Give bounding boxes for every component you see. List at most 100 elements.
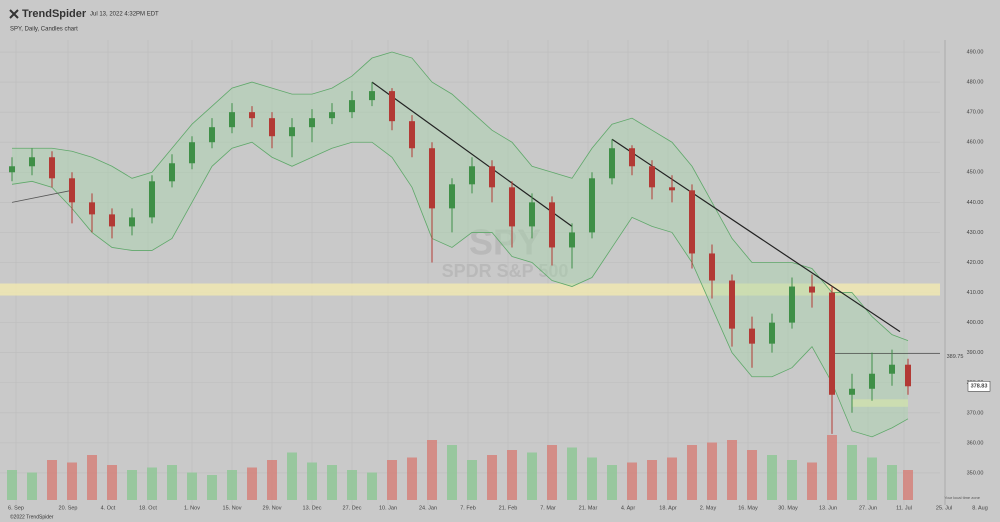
- candle-body: [869, 373, 875, 389]
- volume-bar: [247, 467, 257, 500]
- volume-bar: [467, 460, 477, 500]
- candle-body: [229, 112, 235, 128]
- x-tick-label: 8. Aug: [972, 505, 988, 511]
- y-tick-label: 360.00: [967, 440, 984, 446]
- candle-body: [329, 112, 335, 119]
- x-tick-label: 24. Jan: [419, 505, 437, 511]
- volume-bar: [847, 445, 857, 500]
- volume-bar: [827, 435, 837, 500]
- candle-body: [509, 187, 515, 227]
- candle-body: [409, 121, 415, 149]
- y-tick-label: 400.00: [967, 320, 984, 326]
- volume-bar: [187, 472, 197, 500]
- trendline: [611, 138, 901, 333]
- volume-bar: [627, 462, 637, 500]
- x-tick-label: 27. Dec: [343, 505, 362, 511]
- x-tick-label: 18. Oct: [139, 505, 157, 511]
- volume-bar: [287, 452, 297, 500]
- candle-body: [849, 388, 855, 395]
- candle-body: [709, 253, 715, 281]
- subtitle: SPY, Daily, Candles chart: [10, 27, 78, 33]
- y-tick-label: 480.00: [967, 80, 984, 86]
- candle-body: [369, 91, 375, 101]
- x-tick-label: 29. Nov: [263, 505, 282, 511]
- candle-body: [689, 190, 695, 254]
- x-tick-label: 18. Apr: [659, 505, 677, 511]
- brand: TrendSpider: [22, 8, 87, 20]
- y-tick-label: 440.00: [967, 200, 984, 206]
- y-tick-label: 450.00: [967, 170, 984, 176]
- x-tick-label: 25. Jul: [936, 505, 952, 511]
- volume-bar: [387, 460, 397, 500]
- volume-bar: [707, 442, 717, 500]
- candle-body: [729, 280, 735, 329]
- candle-body: [829, 292, 835, 395]
- x-tick-label: 4. Oct: [101, 505, 116, 511]
- last-price: 378.83: [971, 384, 988, 390]
- candle-body: [269, 118, 275, 137]
- candle-body: [789, 286, 795, 323]
- candle-body: [69, 178, 75, 203]
- volume-bar: [407, 457, 417, 500]
- y-tick-label: 370.00: [967, 410, 984, 416]
- y-tick-label: 470.00: [967, 110, 984, 116]
- volume-bar: [507, 450, 517, 500]
- zone: [852, 399, 908, 407]
- band-line: [12, 51, 909, 342]
- volume-bar: [227, 470, 237, 500]
- candle-body: [429, 148, 435, 209]
- volume-bar: [327, 465, 337, 500]
- logo: [9, 9, 19, 19]
- y-tick-label: 460.00: [967, 140, 984, 146]
- candle-body: [169, 163, 175, 182]
- volume-bar: [887, 465, 897, 500]
- x-tick-label: 13. Dec: [303, 505, 322, 511]
- candle-body: [389, 91, 395, 122]
- volume-bar: [347, 470, 357, 500]
- volume-bar: [127, 470, 137, 500]
- volume-bar: [427, 440, 437, 500]
- candle-body: [569, 232, 575, 248]
- volume-bar: [547, 445, 557, 500]
- x-tick-label: 10. Jan: [379, 505, 397, 511]
- candle-body: [549, 202, 555, 248]
- volume-bar: [787, 460, 797, 500]
- volume-bar: [587, 457, 597, 500]
- x-tick-label: 21. Feb: [499, 505, 518, 511]
- watermark-symbol: SPY: [469, 222, 541, 263]
- volume-bar: [7, 470, 17, 500]
- volume-bar: [367, 472, 377, 500]
- candle-body: [109, 214, 115, 227]
- y-tick-label: 410.00: [967, 290, 984, 296]
- volume-bar: [747, 450, 757, 500]
- watermark-name: SPDR S&P 500: [442, 261, 569, 281]
- band-line: [11, 141, 909, 438]
- volume-bar: [567, 447, 577, 500]
- candle-body: [209, 127, 215, 143]
- band-fill: [12, 52, 908, 437]
- candle-body: [249, 112, 255, 119]
- candle-body: [289, 127, 295, 137]
- x-tick-label: 6. Sep: [8, 505, 24, 511]
- x-tick-label: 20. Sep: [59, 505, 78, 511]
- volume-bar: [207, 475, 217, 500]
- volume-bar: [107, 465, 117, 500]
- candle-body: [309, 118, 315, 128]
- volume-bar: [147, 467, 157, 500]
- candle-body: [629, 148, 635, 167]
- x-tick-label: 11. Jul: [896, 505, 912, 511]
- candle-body: [669, 187, 675, 191]
- candle-body: [9, 166, 15, 173]
- x-tick-label: 2. May: [700, 505, 717, 511]
- candle-body: [905, 364, 911, 387]
- x-tick-label: 7. Mar: [540, 505, 556, 511]
- candle-body: [809, 286, 815, 293]
- copyright: ©2022 TrendSpider: [10, 513, 54, 520]
- volume-bar: [727, 440, 737, 500]
- volume-bar: [307, 462, 317, 500]
- candle-body: [529, 202, 535, 227]
- x-tick-label: 30. May: [778, 505, 798, 511]
- x-tick-label: 4. Apr: [621, 505, 636, 511]
